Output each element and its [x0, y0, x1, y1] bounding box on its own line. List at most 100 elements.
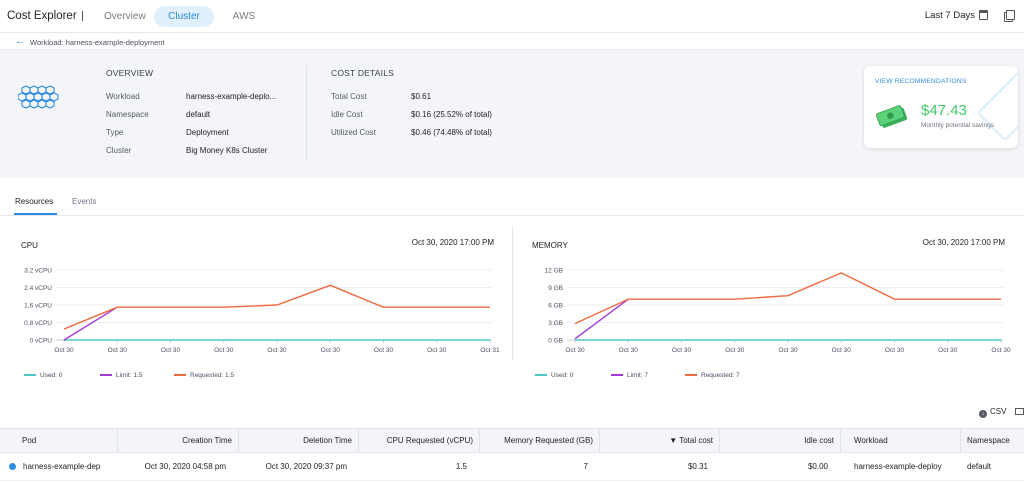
memory-chart: 0 GB 3 GB 6 GB 9 GB 12 GB Oct 30 Oct 30 Oct 30 O… [525, 226, 1013, 392]
tab-resources[interactable]: Resources [15, 197, 54, 206]
cpu-chart-plot: 0 vCPU 0.8 vCPU 1.6 vCPU 2.4 vCPU 3.2 vCPU Oc… [24, 268, 500, 355]
cpu-chart-timestamp: Oct 30, 2020 17:00 PM [411, 238, 494, 247]
overview-value-workload: harness-example-deplo... [186, 92, 277, 101]
tab-overview[interactable]: Overview [104, 11, 146, 22]
cpu-y-tick-label: 0.8 vCPU [24, 320, 52, 327]
back-arrow-icon[interactable]: ← [15, 36, 25, 47]
title-divider [82, 11, 83, 21]
savings-amount: $47.43 [921, 102, 967, 119]
cpu-x-tick-label: Oct 30 [161, 347, 181, 354]
overview-label-type: Type [106, 128, 124, 137]
cpu-y-tick-label: 0 vCPU [30, 338, 53, 345]
cost-label-total: Total Cost [331, 92, 367, 101]
table-header: Pod Creation Time Deletion Time CPU Requ… [0, 428, 1024, 454]
tab-aws[interactable]: AWS [232, 11, 256, 22]
column-header-workload[interactable]: Workload [841, 429, 961, 454]
memory-y-tick-label: 9 GB [548, 285, 563, 292]
top-bar: Cost Explorer Overview Cluster AWS Last … [0, 0, 1024, 33]
csv-download-button[interactable]: ↓ CSV [979, 407, 1006, 418]
app-title: Cost Explorer [7, 10, 77, 22]
cell-creation-time: Oct 30, 2020 04:58 pm [144, 462, 226, 471]
memory-x-tick-label: Oct 30 [778, 347, 798, 354]
overview-label-cluster: Cluster [106, 146, 132, 155]
chart-divider [512, 226, 513, 361]
recommendations-card[interactable]: VIEW RECOMMENDATIONS $47.43 Monthly pote… [864, 66, 1018, 148]
cpu-chart-title: CPU [21, 241, 38, 250]
workload-hexagon-icon [18, 85, 59, 109]
card-decoration [976, 70, 1018, 142]
overview-label-namespace: Namespace [106, 110, 149, 119]
date-range-picker[interactable]: Last 7 Days [924, 10, 975, 21]
cpu-y-tick-label: 2.4 vCPU [24, 285, 52, 292]
cpu-x-tick-label: Oct 30 [54, 347, 74, 354]
memory-x-tick-label: Oct 30 [938, 347, 958, 354]
active-tab-indicator [14, 213, 57, 215]
memory-x-tick-label: Oct 30 [885, 347, 905, 354]
cost-value-idle: $0.16 (25.52% of total) [411, 110, 492, 119]
tab-cluster[interactable]: Cluster [154, 6, 214, 27]
copy-icon[interactable] [1004, 10, 1015, 22]
overview-value-cluster: Big Money K8s Cluster [186, 146, 268, 155]
memory-y-tick-label: 6 GB [548, 303, 563, 310]
cpu-x-tick-label: Oct 30 [374, 347, 394, 354]
memory-legend-used[interactable]: Used: 0 [535, 372, 573, 379]
column-header-total-cost[interactable]: ▼ Total cost [600, 429, 720, 454]
cell-workload: harness-example-deploy [854, 462, 942, 471]
cost-value-total: $0.61 [411, 92, 432, 101]
memory-x-tick-label: Oct 30 [725, 347, 745, 354]
memory-chart-timestamp: Oct 30, 2020 17:00 PM [922, 238, 1005, 247]
calendar-icon[interactable] [979, 10, 988, 20]
memory-x-tick-label: Oct 30 [832, 347, 852, 354]
memory-x-tick-label: Oct 30 [619, 347, 639, 354]
cost-label-utilized: Utilized Cost [331, 128, 376, 137]
memory-chart-plot: 0 GB 3 GB 6 GB 9 GB 12 GB Oct 30 Oct 30 Oct 30 O… [545, 268, 1011, 355]
pod-status-dot [9, 463, 16, 470]
cpu-series-requested-line [63, 284, 490, 330]
overview-value-namespace: default [186, 110, 211, 119]
memory-series-requested-line [574, 272, 1001, 325]
column-settings-icon[interactable] [1015, 408, 1024, 415]
cell-total-cost: $0.31 [687, 462, 708, 471]
view-recommendations-link[interactable]: VIEW RECOMMENDATIONS [875, 78, 967, 85]
cell-cpu-requested: 1.5 [455, 462, 467, 471]
column-header-deletion-time[interactable]: Deletion Time [239, 429, 359, 454]
column-header-namespace[interactable]: Namespace [967, 436, 1010, 445]
cpu-series-limit-line [63, 306, 118, 341]
column-header-creation-time[interactable]: Creation Time [118, 429, 239, 454]
memory-legend-limit[interactable]: Limit: 7 [611, 372, 648, 379]
savings-caption: Monthly potential savings [921, 122, 994, 129]
money-icon [876, 105, 908, 128]
cell-memory-requested: 7 [583, 462, 588, 471]
cell-idle-cost: $0.00 [807, 462, 828, 471]
memory-chart-title: MEMORY [532, 241, 568, 250]
cell-namespace: default [967, 462, 992, 471]
cpu-chart: 0 vCPU 0.8 vCPU 1.6 vCPU 2.4 vCPU 3.2 vCPU Oc… [14, 226, 502, 392]
column-header-memory-requested[interactable]: Memory Requested (GB) [480, 429, 600, 454]
column-header-cpu-requested[interactable]: CPU Requested (vCPU) [359, 429, 480, 454]
cpu-legend-requested[interactable]: Requested: 1.5 [174, 372, 234, 379]
table-row[interactable]: harness-example-dep Oct 30, 2020 04:58 p… [0, 453, 1024, 481]
memory-x-tick-label: Oct 30 [565, 347, 585, 354]
tab-events[interactable]: Events [72, 197, 97, 206]
summary-divider [306, 66, 307, 161]
overview-value-type: Deployment [186, 128, 229, 137]
memory-x-tick-label: Oct 30 [672, 347, 692, 354]
overview-label-workload: Workload [106, 92, 140, 101]
memory-y-tick-label: 3 GB [548, 320, 563, 327]
column-header-pod[interactable]: Pod [0, 429, 118, 454]
cpu-x-tick-label: Oct 30 [267, 347, 287, 354]
cost-label-idle: Idle Cost [331, 110, 363, 119]
cpu-x-tick-label: Oct 30 [214, 347, 234, 354]
memory-legend-requested[interactable]: Requested: 7 [685, 372, 740, 379]
cpu-x-tick-label: Oct 30 [321, 347, 341, 354]
cpu-y-tick-label: 3.2 vCPU [24, 268, 52, 275]
breadcrumb-label[interactable]: Workload: harness-example-deployment [30, 38, 165, 47]
cpu-legend-used[interactable]: Used: 0 [24, 372, 62, 379]
cost-value-utilized: $0.46 (74.48% of total) [411, 128, 492, 137]
cpu-x-tick-label: Oct 30 [108, 347, 128, 354]
cpu-legend-limit[interactable]: Limit: 1.5 [100, 372, 142, 379]
column-header-idle-cost[interactable]: Idle cost [720, 429, 841, 454]
memory-y-tick-label: 12 GB [545, 268, 563, 275]
download-icon: ↓ [979, 410, 987, 418]
memory-y-tick-label: 0 GB [548, 338, 563, 345]
